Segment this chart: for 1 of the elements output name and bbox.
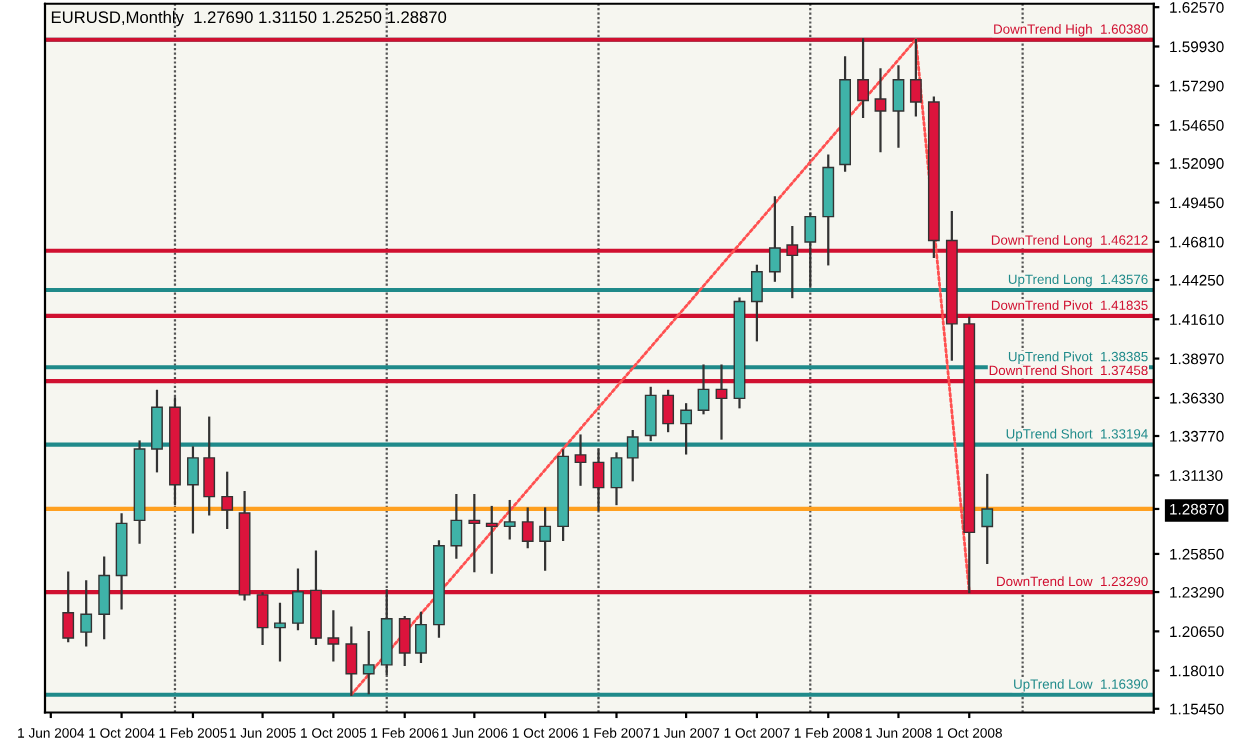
chart-title: EURUSD,Monthly 1.27690 1.31150 1.25250 1.28870	[51, 10, 447, 27]
